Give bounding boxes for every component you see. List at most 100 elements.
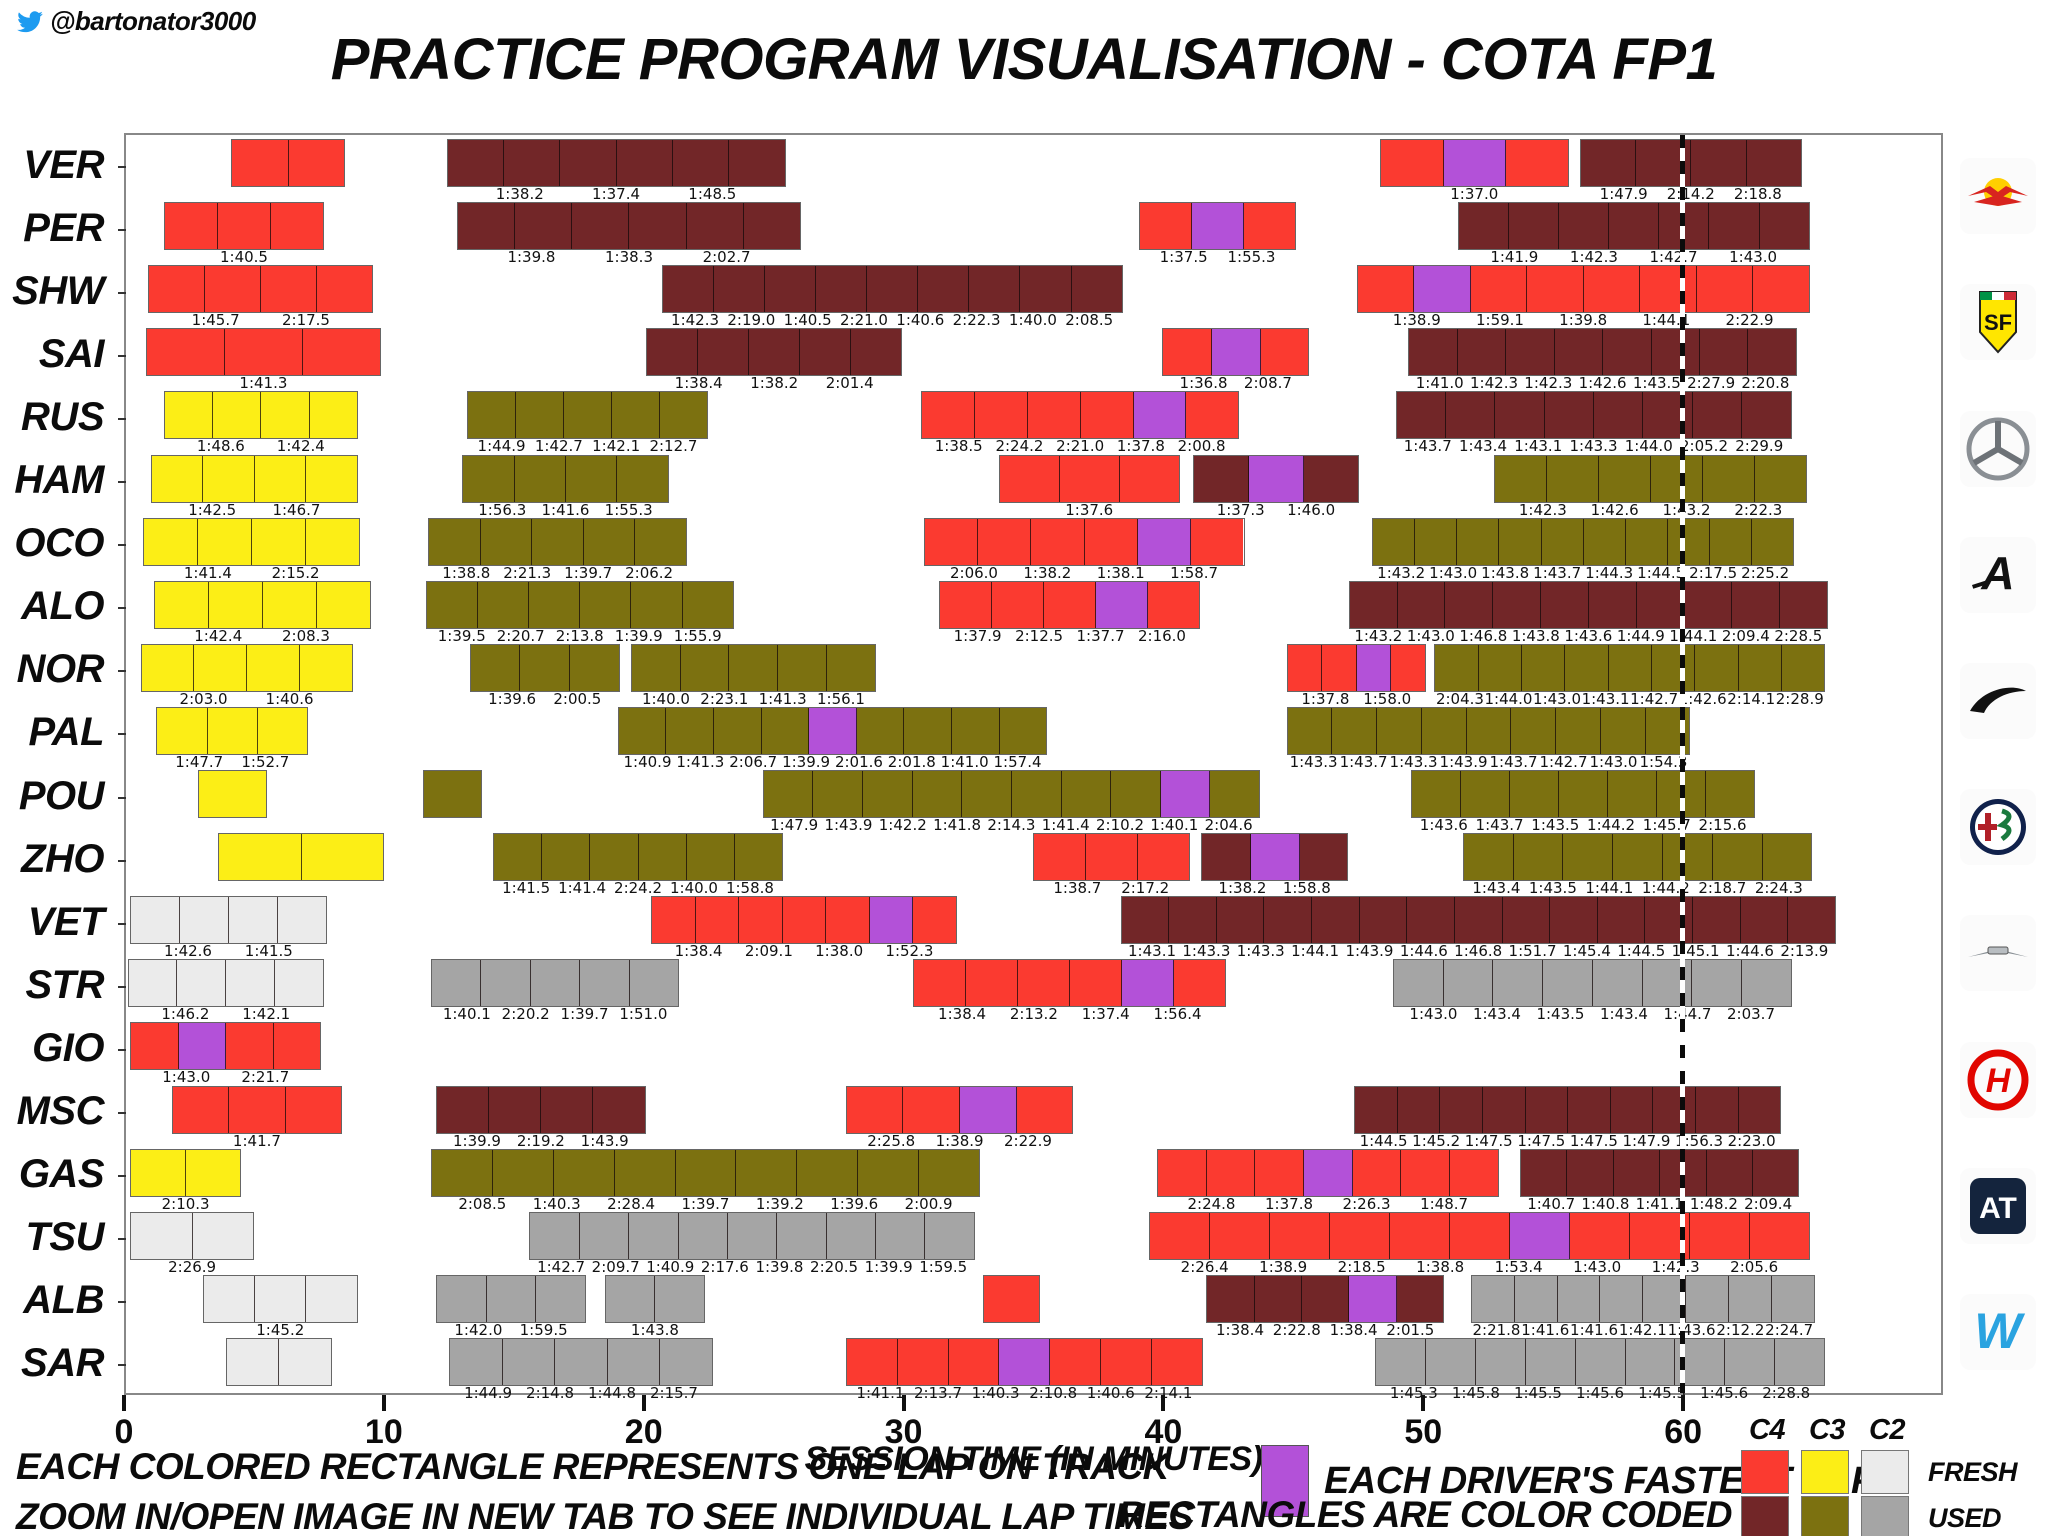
lap	[1597, 897, 1646, 944]
lap-time: 1:44.9	[1616, 626, 1665, 645]
C4-fresh-swatch	[1742, 1451, 1788, 1493]
lap	[1071, 266, 1122, 313]
stint-lap-times: 1:38.4 2:13.2 1:37.4 1:56.4	[914, 1006, 1225, 1023]
y-tick	[118, 1175, 126, 1178]
lap	[580, 960, 630, 1007]
lap	[611, 392, 660, 439]
lap	[492, 1149, 554, 1196]
tyre-legend-used-row: USED	[1742, 1497, 2017, 1536]
stint	[1287, 707, 1690, 754]
lap	[1710, 518, 1753, 565]
lap	[194, 644, 248, 691]
lap	[1554, 329, 1604, 376]
driver-label: ZHO	[21, 836, 104, 881]
lap-time: 2:09.7	[591, 1257, 640, 1276]
lap	[1415, 518, 1458, 565]
lap-time: 1:44.2	[1641, 879, 1690, 898]
lap	[1194, 455, 1250, 502]
lap	[1608, 771, 1658, 817]
lap-time: 1:43.4	[1472, 1005, 1521, 1024]
lap-time: 2:18.5	[1337, 1257, 1386, 1276]
stint	[1355, 1086, 1781, 1133]
lap-time: 1:55.3	[1227, 248, 1276, 267]
stint	[940, 581, 1200, 628]
lap-time: 1:57.4	[993, 752, 1042, 771]
lap-time: 1:42.6	[1590, 500, 1639, 519]
lap	[1059, 455, 1120, 502]
lap-time: 2:10.3	[161, 1194, 210, 1213]
lap	[261, 266, 318, 313]
stint-lap-times: 2:25.8 1:38.9 2:22.9	[847, 1132, 1073, 1150]
lap-time: 1:41.6	[1521, 1320, 1570, 1339]
stint-lap-times: 1:41.0 1:42.3 1:42.3 1:42.6 1:43.5 2:27.9 2:20…	[1409, 375, 1795, 392]
lap-time: 1:45.4	[1562, 942, 1611, 961]
lap-time: 1:43.5	[1632, 374, 1681, 393]
lap	[1525, 1086, 1569, 1133]
lap-time: 1:55.9	[673, 626, 722, 645]
lap	[782, 897, 827, 944]
lap	[618, 707, 667, 754]
stint-lap-times: 1:38.2 1:37.4 1:48.5	[448, 186, 785, 203]
stint-lap-times: 1:39.9 2:19.2 1:43.9	[437, 1132, 644, 1150]
lap	[1137, 834, 1190, 881]
stint	[457, 203, 801, 250]
lap	[463, 455, 515, 502]
lap	[1695, 644, 1739, 691]
lap	[977, 518, 1032, 565]
lap	[952, 707, 1000, 754]
lap	[470, 644, 521, 691]
lap	[1511, 707, 1557, 754]
lap	[1085, 834, 1138, 881]
lap	[1359, 897, 1408, 944]
fastest-lap	[1349, 1275, 1397, 1322]
stint-lap-times: 1:37.5 1:55.3	[1140, 249, 1296, 266]
lap	[635, 518, 687, 565]
lap	[1450, 1212, 1510, 1259]
lap	[1080, 392, 1134, 439]
stint	[131, 1023, 321, 1070]
lap	[1600, 707, 1646, 754]
driver-label: SAI	[38, 331, 105, 376]
lap-time: 2:17.5	[1689, 563, 1738, 582]
lap	[1425, 1338, 1476, 1385]
stint-lap-times: 2:26.4 1:38.9 2:18.5 1:38.8 1:53.4 1:43.0 1:42…	[1150, 1257, 1809, 1276]
lap	[1264, 897, 1313, 944]
lap	[1191, 518, 1244, 565]
lap	[1541, 581, 1589, 628]
lap-time: 1:44.0	[1624, 437, 1673, 456]
logo-red-bull	[1960, 158, 2036, 235]
driver-row: 1:38.2 1:37.4 1:48.5 1:37.0 1:47.9 2:14.2 2:18…	[126, 135, 1941, 203]
lap	[306, 455, 357, 502]
lap	[228, 897, 278, 944]
lap-time: 2:21.8	[1472, 1320, 1521, 1339]
lap	[583, 518, 636, 565]
lap-time: 1:37.4	[592, 185, 641, 203]
lap	[270, 203, 324, 250]
driver-label: MSC	[16, 1089, 105, 1134]
lap-time: 1:42.7	[534, 437, 583, 456]
lap-time: 1:43.7	[1403, 437, 1452, 456]
lap	[846, 1338, 898, 1385]
stint-lap-times: 1:42.3 2:19.0 1:40.5 2:21.0 1:40.6 2:22.3 1:40…	[663, 312, 1122, 329]
lap	[1373, 518, 1416, 565]
lap-time: 1:42.1	[242, 1005, 291, 1024]
stint	[1202, 834, 1348, 881]
lap	[846, 1086, 904, 1133]
lap	[1443, 960, 1494, 1007]
lap-time: 1:39.9	[782, 752, 831, 771]
lap-time: 1:42.3	[1470, 374, 1519, 393]
lap	[1732, 581, 1781, 628]
stint	[984, 1275, 1039, 1322]
lap-time: 1:39.7	[681, 1194, 730, 1213]
lap-time: 1:52.7	[241, 752, 290, 771]
lap	[302, 329, 381, 376]
lap-time: 1:43.2	[1377, 563, 1426, 582]
lap	[629, 1212, 679, 1259]
stint	[530, 1212, 974, 1259]
lap	[1470, 266, 1528, 313]
lap-time: 1:45.3	[1389, 1383, 1438, 1402]
lap-time: 1:41.0	[1415, 374, 1464, 393]
stint	[618, 707, 1047, 754]
svg-text:AT: AT	[1979, 1192, 2017, 1225]
lap-time: 2:04.3	[1435, 689, 1484, 708]
